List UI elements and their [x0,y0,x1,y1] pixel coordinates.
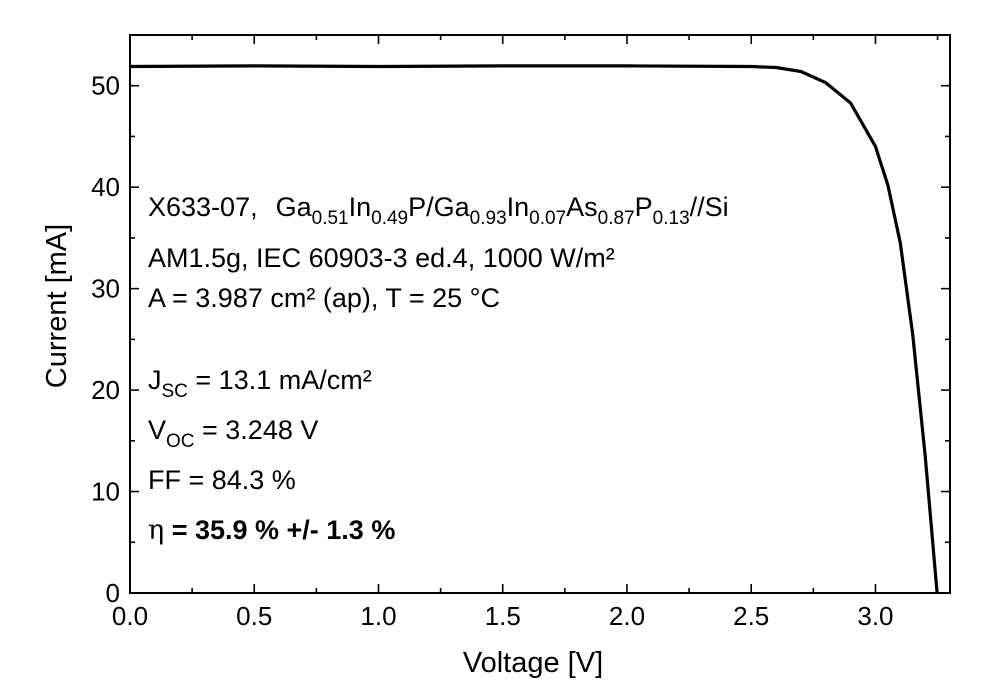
annotation-area-line: A = 3.987 cm² (ap), T = 25 °C [148,283,500,313]
eta-symbol: η [148,515,164,546]
x-tick-label: 2.5 [733,601,769,631]
formula-part: //Si [690,192,729,222]
eta-value: = 35.9 % +/- 1.3 % [164,515,395,545]
formula-subscript: 0.93 [470,208,507,229]
y-tick-label: 20 [91,375,120,405]
y-tick-label: 0 [106,578,120,608]
voc-subscript: OC [166,431,195,452]
annotation-efficiency: η = 35.9 % +/- 1.3 % [148,515,395,546]
formula-part: P/Ga [408,192,471,222]
x-tick-label: 0.5 [236,601,272,631]
annotation-ff: FF = 84.3 % [148,465,296,495]
y-tick-label: 50 [91,71,120,101]
jsc-subscript: SC [162,381,188,402]
x-axis: 0.0 0.5 1.0 1.5 2.0 2.5 3.0 [112,35,939,631]
annotation-block: X633-07, Ga0.51In0.49P/Ga0.93In0.07As0.87… [148,192,729,546]
jsc-value: = 13.1 mA/cm² [188,365,372,395]
x-tick-label: 1.0 [360,601,396,631]
x-tick-label: 1.5 [485,601,521,631]
x-tick-label: 3.0 [857,601,893,631]
sample-id: X633-07, [148,192,258,222]
formula-part: In [349,192,372,222]
formula-subscript: 0.07 [529,208,566,229]
voc-value: = 3.248 V [195,415,319,445]
x-axis-title: Voltage [V] [463,647,603,679]
y-tick-label: 40 [91,172,120,202]
x-tick-label: 0.0 [112,601,148,631]
formula-subscript: 0.13 [653,208,690,229]
annotation-voc: VOC = 3.248 V [148,415,318,452]
y-tick-label: 30 [91,274,120,304]
plot-frame [129,34,951,594]
formula-part: As [566,192,598,222]
formula-part: P [635,192,653,222]
formula-subscript: 0.87 [598,208,635,229]
annotation-illumination-line: AM1.5g, IEC 60903-3 ed.4, 1000 W/m² [148,243,615,273]
iv-curve-line [129,64,939,594]
voc-symbol: V [148,415,166,445]
formula-subscript: 0.49 [371,208,408,229]
jsc-symbol: J [148,365,162,395]
y-axis-title: Current [mA] [41,224,73,388]
formula-part: Ga [276,192,313,222]
formula-subscript: 0.51 [312,208,349,229]
x-tick-label: 2.0 [609,601,645,631]
formula-part: In [507,192,530,222]
y-tick-label: 10 [91,477,120,507]
annotation-jsc: JSC = 13.1 mA/cm² [148,365,372,402]
annotation-sample-line: X633-07, Ga0.51In0.49P/Ga0.93In0.07As0.87… [148,192,729,229]
